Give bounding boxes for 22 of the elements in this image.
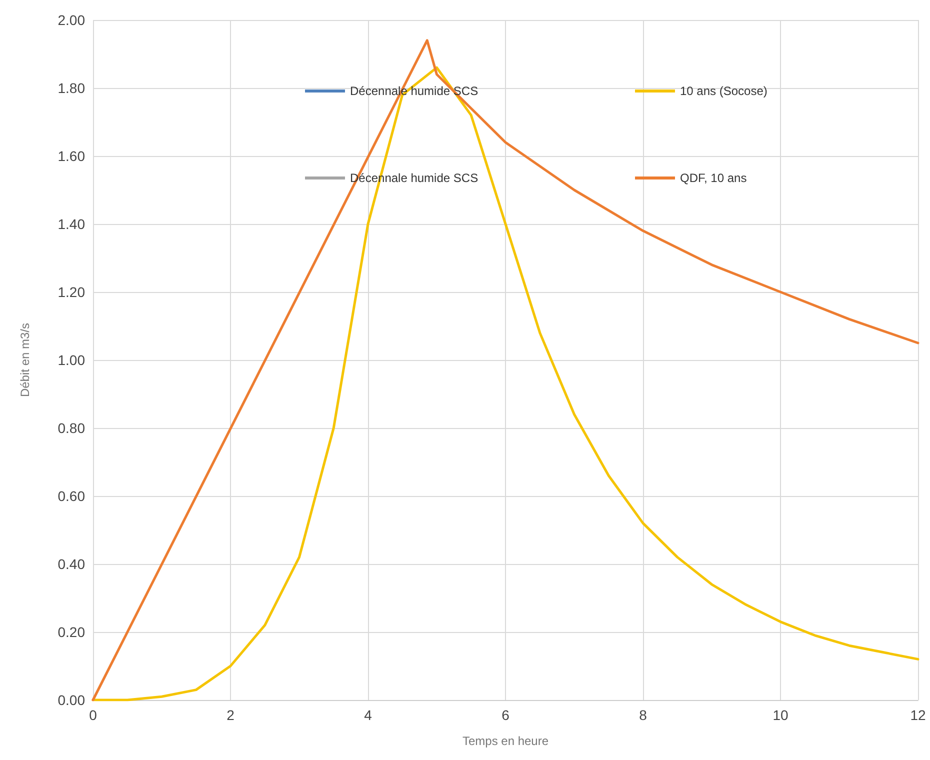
y-tick-label: 0.60 [58,488,86,504]
x-tick-label: 0 [89,707,98,723]
y-tick-label: 1.80 [58,80,86,96]
x-tick-label: 4 [364,707,372,723]
y-tick-label: 1.20 [58,284,86,300]
y-tick-label: 1.60 [58,148,86,164]
x-tick-label: 6 [502,707,510,723]
y-axis-title: Débit en m3/s [18,322,32,398]
x-tick-label: 12 [910,707,926,723]
y-tick-label: 0.40 [58,556,86,572]
legend-label: QDF, 10 ans [680,171,747,185]
y-tick-label: 0.80 [58,420,86,436]
x-tick-label: 10 [772,707,788,723]
y-tick-label: 1.00 [58,352,86,368]
legend-label: 10 ans (Socose) [680,84,768,98]
x-tick-label: 8 [639,707,648,723]
x-tick-label: 2 [226,707,235,723]
x-axis-title: Temps en heure [462,734,549,748]
y-tick-label: 0.20 [58,624,86,640]
y-tick-label: 2.00 [58,12,86,28]
y-tick-label: 1.40 [58,216,86,232]
y-tick-label: 0.00 [58,692,86,708]
